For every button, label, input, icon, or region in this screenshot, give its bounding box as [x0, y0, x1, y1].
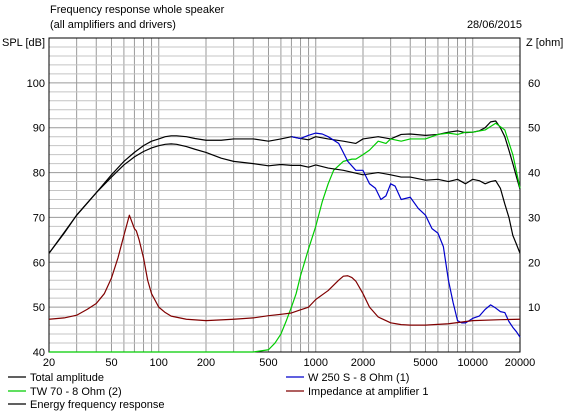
y-axis-right-label: Z [ohm]	[526, 37, 563, 49]
y-tick-label-left: 70	[33, 212, 45, 224]
y-tick-label-right: 10	[528, 302, 540, 314]
y-tick-label-right: 50	[528, 123, 540, 135]
legend-label: Energy frequency response	[30, 399, 165, 411]
x-tick-label: 500	[259, 357, 277, 369]
legend: Total amplitude TW 70 - 8 Ohm (2)Energy f…	[8, 372, 428, 411]
y-tick-label-left: 40	[33, 347, 45, 359]
y-tick-label-right: 40	[528, 168, 540, 180]
series-line-5	[48, 214, 521, 326]
x-tick-label: 20	[43, 357, 55, 369]
legend-label: W 250 S - 8 Ohm (1)	[308, 372, 409, 384]
y-tick-label-right: 30	[528, 212, 540, 224]
y-tick-label-left: 50	[33, 302, 45, 314]
chart-date: 28/06/2015	[467, 19, 522, 31]
series-line-2	[49, 122, 521, 353]
legend-label: Impedance at amplifier 1	[308, 386, 428, 398]
grid-lines	[48, 38, 521, 352]
x-tick-label: 50	[105, 357, 117, 369]
x-tick-label: 100	[150, 357, 168, 369]
legend-label: Total amplitude	[30, 372, 104, 384]
series-line-1	[48, 120, 521, 254]
y-tick-label-left: 100	[27, 78, 45, 90]
series-line-3	[48, 143, 521, 254]
x-tick-label: 2000	[351, 357, 375, 369]
x-tick-label: 20000	[505, 357, 536, 369]
legend-label: TW 70 - 8 Ohm (2)	[30, 386, 122, 398]
tick-labels: 20 50 100 200 500 1000 2000 5000 10000 20000 40 50 6…	[27, 78, 541, 369]
y-tick-label-right: 60	[528, 78, 540, 90]
x-tick-label: 200	[197, 357, 215, 369]
plot-frame	[48, 37, 521, 353]
y-axis-left-label: SPL [dB]	[2, 37, 45, 49]
y-tick-label-right: 20	[528, 257, 540, 269]
chart-title: Frequency response whole speaker	[50, 4, 225, 16]
y-tick-label-left: 90	[33, 123, 45, 135]
series-lines	[48, 120, 521, 353]
plot-background	[49, 38, 520, 352]
x-tick-label: 10000	[457, 357, 488, 369]
x-tick-label: 1000	[303, 357, 327, 369]
series-line-4	[291, 132, 521, 338]
chart-subtitle: (all amplifiers and drivers)	[50, 19, 176, 31]
y-tick-label-left: 60	[33, 257, 45, 269]
y-tick-label-left: 80	[33, 168, 45, 180]
x-tick-label: 5000	[413, 357, 437, 369]
